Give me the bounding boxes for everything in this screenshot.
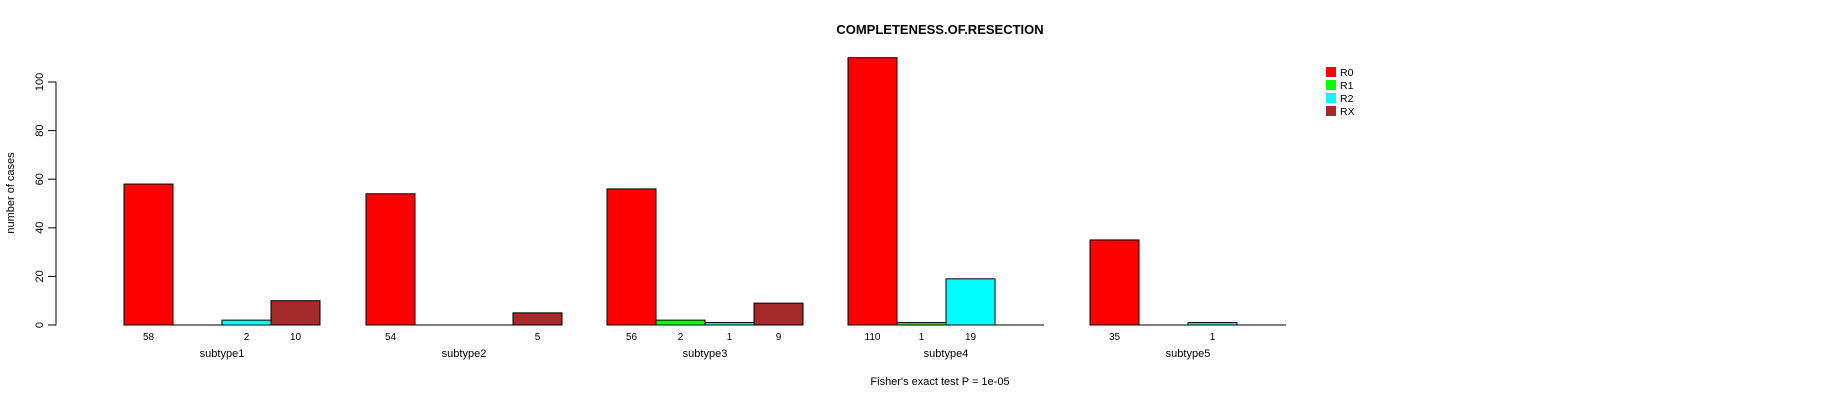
data-label-subtype5-R0: 35 xyxy=(1109,332,1121,343)
x-category-label: subtype2 xyxy=(442,348,487,360)
bar-subtype3-RX xyxy=(753,302,804,326)
data-label-subtype3-R0: 56 xyxy=(626,332,638,343)
bar-subtype4-R0 xyxy=(847,57,898,326)
group-subtype1: 58 2 10 subtype1 xyxy=(123,183,321,360)
bar-subtype1-RX xyxy=(270,300,321,326)
data-label-subtype1-R0: 58 xyxy=(143,332,155,343)
y-tick-label: 60 xyxy=(34,173,46,185)
x-category-label: subtype1 xyxy=(200,348,245,360)
y-tick-label: 20 xyxy=(34,270,46,282)
group-subtype4: 110 1 19 subtype4 xyxy=(847,57,1044,360)
group-subtype2: 54 5 subtype2 xyxy=(365,193,563,360)
y-axis: 0 20 40 60 80 100 xyxy=(34,73,57,328)
legend-label-R2: R2 xyxy=(1340,93,1354,105)
x-category-label: subtype4 xyxy=(924,348,969,360)
legend-swatch-R2 xyxy=(1326,93,1336,103)
y-tick-label: 80 xyxy=(34,124,46,136)
data-label-subtype4-R2: 19 xyxy=(965,332,977,343)
fisher-test-caption: Fisher's exact test P = 1e-05 xyxy=(870,376,1009,388)
data-label-subtype3-R2: 1 xyxy=(727,332,733,343)
data-label-subtype2-RX: 5 xyxy=(535,332,541,343)
bar-subtype3-R0 xyxy=(606,188,657,326)
bar-subtype5-R0 xyxy=(1089,239,1140,326)
bar-subtype3-R1 xyxy=(655,319,706,326)
y-tick-label: 100 xyxy=(34,73,46,91)
y-tick-label: 40 xyxy=(34,222,46,234)
group-subtype3: 56 2 1 9 subtype3 xyxy=(606,188,804,360)
data-label-subtype5-R2: 1 xyxy=(1210,332,1216,343)
data-label-subtype1-R2: 2 xyxy=(244,332,250,343)
data-label-subtype3-RX: 9 xyxy=(776,332,782,343)
group-subtype5: 35 1 subtype5 xyxy=(1089,239,1286,360)
y-axis-label: number of cases xyxy=(5,152,17,234)
bar-subtype1-R0 xyxy=(123,183,174,326)
bar-subtype2-RX xyxy=(512,312,563,326)
bar-subtype2-R0 xyxy=(365,193,416,326)
legend-label-R1: R1 xyxy=(1340,80,1354,92)
chart-title: COMPLETENESS.OF.RESECTION xyxy=(836,22,1043,37)
data-label-subtype2-R0: 54 xyxy=(385,332,397,343)
data-label-subtype4-R1: 1 xyxy=(919,332,925,343)
legend-label-R0: R0 xyxy=(1340,67,1354,79)
x-category-label: subtype3 xyxy=(683,348,728,360)
bar-subtype4-R2 xyxy=(945,278,996,326)
legend-swatch-R1 xyxy=(1326,80,1336,90)
legend-label-RX: RX xyxy=(1340,106,1355,118)
x-category-label: subtype5 xyxy=(1166,348,1211,360)
data-label-subtype1-RX: 10 xyxy=(290,332,302,343)
data-label-subtype4-R0: 110 xyxy=(865,332,881,343)
y-tick-label: 0 xyxy=(34,322,46,328)
bar-subtype1-R2 xyxy=(221,319,272,326)
legend-swatch-R0 xyxy=(1326,67,1336,77)
legend-swatch-RX xyxy=(1326,106,1336,116)
data-label-subtype3-R1: 2 xyxy=(678,332,684,343)
